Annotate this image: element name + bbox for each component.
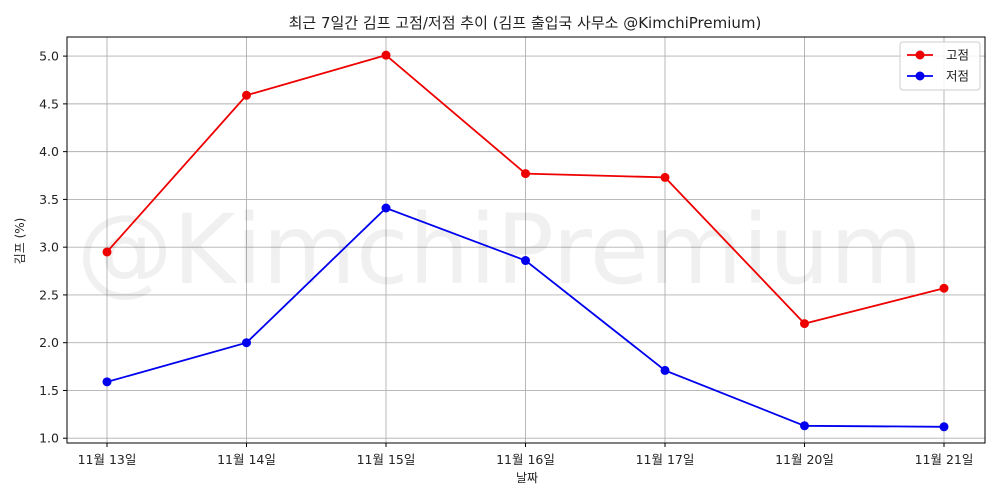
data-point [242,338,251,348]
chart-title: 최근 7일간 김프 고점/저점 추이 (김프 출입국 사무소 @KimchiPr… [289,14,762,32]
legend-label: 고점 [946,48,969,63]
data-point [800,319,809,329]
legend-label: 저점 [946,69,969,84]
data-point [242,90,251,100]
data-point [102,377,112,387]
axis-ticks: 11월 13일 11월 14일 11월 15일 11월 16일 11월 17일 11월 2… [39,49,973,467]
data-point [102,247,112,257]
y-tick-label: 1.0 [39,431,59,446]
data-point [660,365,670,375]
y-tick-label: 2.5 [39,287,59,302]
data-point [521,169,530,179]
series-layer [102,50,949,432]
y-tick-label: 5.0 [39,49,59,64]
y-tick-label: 2.0 [39,335,59,350]
y-tick-label: 1.5 [39,383,59,398]
x-axis-label: 날짜 [516,471,538,485]
y-tick-label: 4.5 [39,96,59,111]
grid-lines [67,37,985,443]
x-tick-label: 11월 14일 [217,452,276,467]
legend-marker [915,71,925,81]
data-point [381,203,391,213]
x-tick-label: 11월 13일 [78,452,137,467]
x-tick-label: 11월 15일 [357,452,416,467]
data-point [521,256,530,266]
data-point [939,283,949,293]
x-tick-label: 11월 17일 [636,452,695,467]
data-point [939,422,949,432]
data-point [660,172,670,182]
legend-marker [915,50,925,60]
x-tick-label: 11월 16일 [496,452,555,467]
x-tick-label: 11월 20일 [775,452,834,467]
data-point [381,50,391,60]
y-tick-label: 3.5 [39,192,59,207]
data-point [800,421,809,431]
y-tick-label: 4.0 [39,144,59,159]
y-tick-label: 3.0 [39,240,59,255]
y-axis-label: 김프 (%) [13,218,27,265]
x-tick-label: 11월 21일 [915,452,974,467]
